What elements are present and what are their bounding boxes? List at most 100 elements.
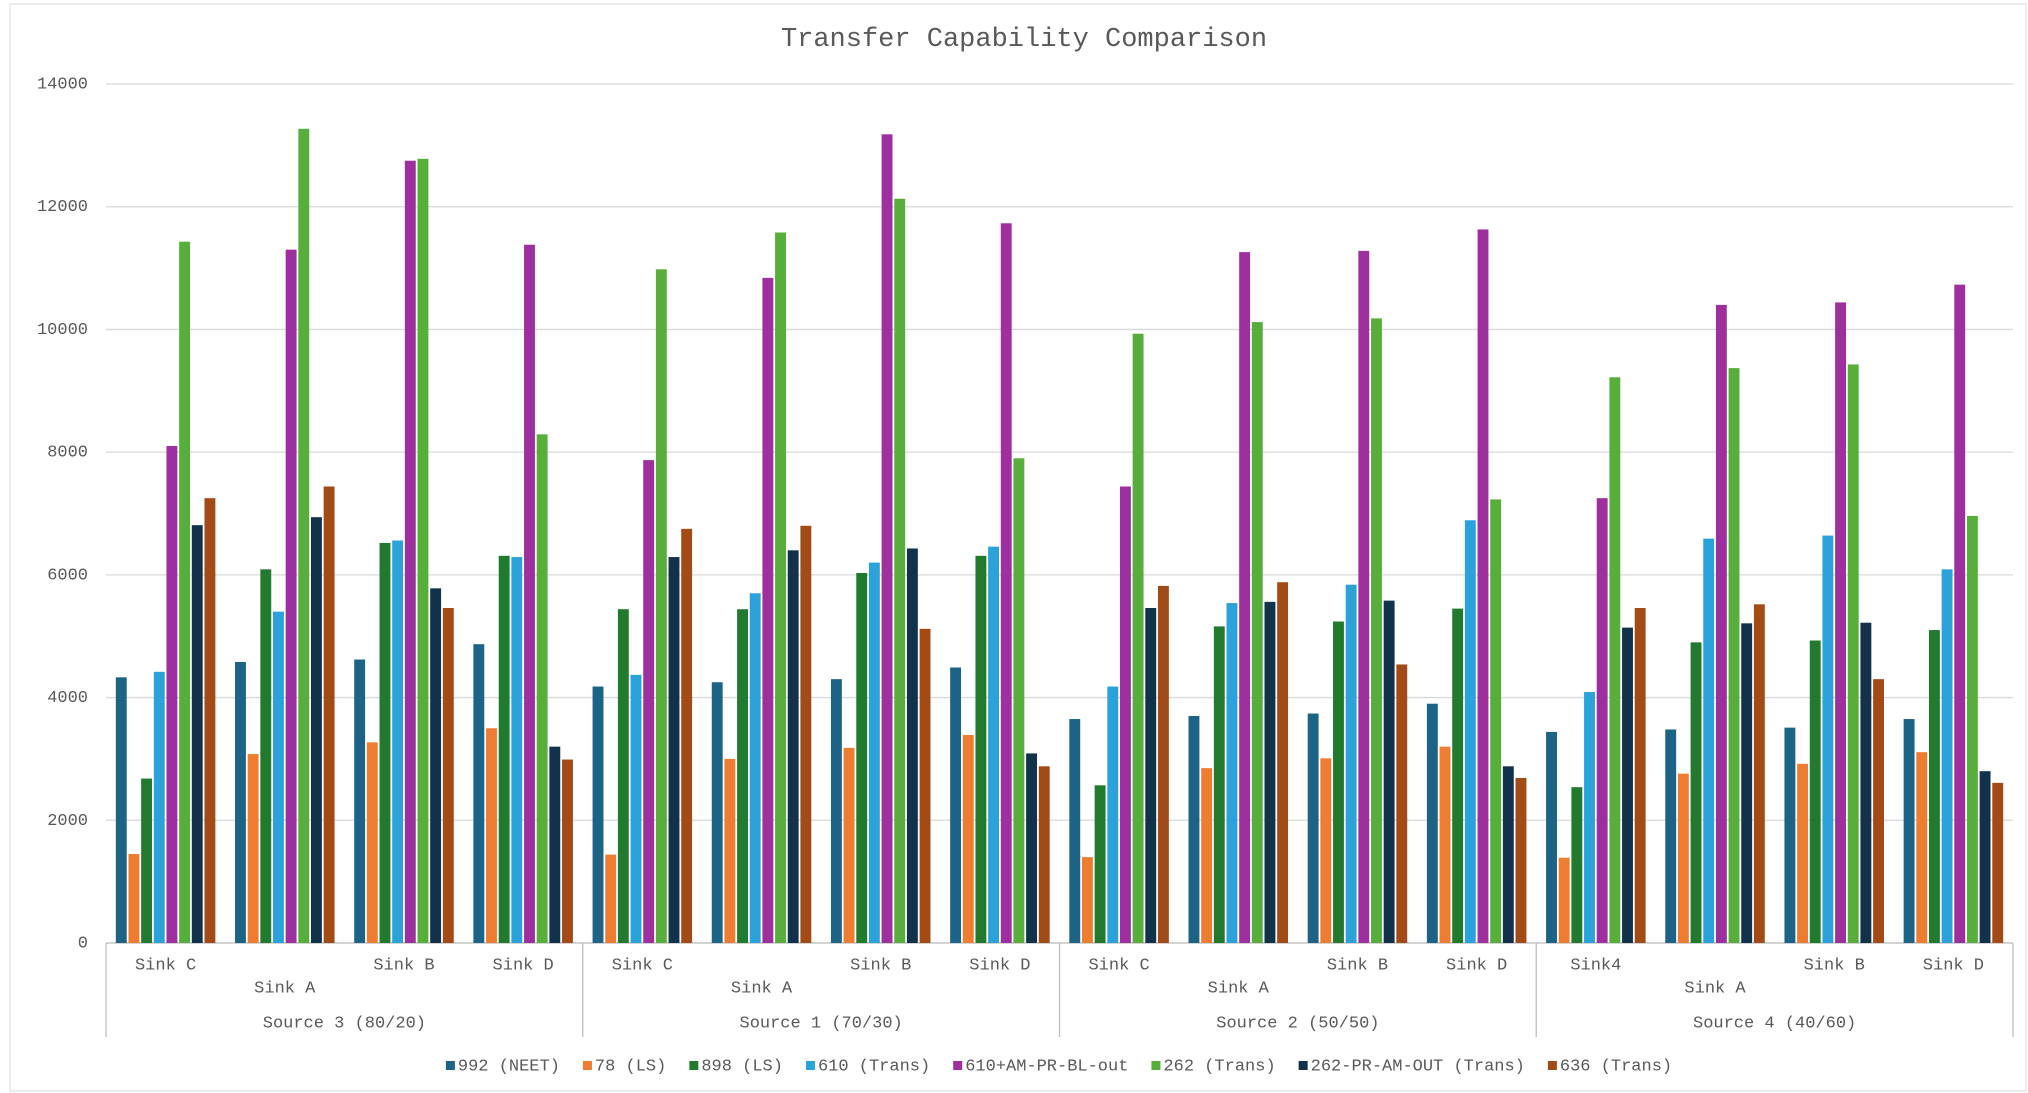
- x-tick-label: Sink D: [1446, 956, 1507, 975]
- x-tick-label: Sink D: [493, 956, 554, 975]
- bar: [906, 548, 918, 943]
- bar: [1277, 582, 1289, 943]
- x-tick-label: Sink C: [612, 956, 673, 975]
- bar: [1916, 752, 1928, 943]
- bar: [1358, 250, 1370, 944]
- bar: [1452, 608, 1464, 943]
- legend-swatch: [1547, 1061, 1557, 1070]
- bar: [179, 241, 191, 943]
- bar: [881, 134, 893, 943]
- bar: [366, 742, 378, 943]
- x-tick-label: Sink B: [1327, 956, 1388, 975]
- bar: [1145, 607, 1157, 943]
- x-tick-label: Sink A: [1208, 979, 1270, 998]
- bar: [617, 609, 629, 943]
- bar: [1609, 377, 1621, 944]
- bar: [273, 611, 284, 943]
- legend-label: 992 (NEET): [458, 1057, 560, 1076]
- group-label: Source 3 (80/20): [263, 1014, 426, 1033]
- bar: [128, 854, 140, 943]
- bar: [711, 682, 723, 943]
- y-tick-label: 2000: [47, 812, 88, 831]
- bar: [1239, 252, 1251, 943]
- chart-title: Transfer Capability Comparison: [781, 25, 1267, 55]
- bar: [592, 686, 604, 943]
- bar: [247, 754, 259, 943]
- bar: [1596, 498, 1608, 943]
- bar: [430, 588, 442, 943]
- x-tick-label: Sink A: [731, 979, 793, 998]
- bar: [1477, 229, 1489, 943]
- legend-label: 262 (Trans): [1163, 1057, 1275, 1076]
- bar: [1584, 692, 1595, 943]
- bar: [298, 128, 310, 943]
- bar: [498, 555, 510, 943]
- bar: [1157, 585, 1169, 943]
- bar: [1558, 857, 1570, 943]
- x-tick-label: Sink B: [373, 956, 434, 975]
- bar: [1345, 584, 1357, 943]
- bar: [787, 550, 799, 943]
- bar: [417, 158, 429, 943]
- bar: [643, 460, 655, 943]
- bar: [562, 759, 573, 943]
- y-tick-label: 0: [78, 934, 88, 953]
- legend-label: 610+AM-PR-BL-out: [965, 1057, 1128, 1076]
- bar: [204, 498, 216, 943]
- legend-swatch: [805, 1061, 815, 1070]
- bar: [1622, 627, 1633, 943]
- bar: [655, 269, 667, 943]
- bar: [1809, 640, 1821, 943]
- x-tick-label: Sink D: [969, 956, 1030, 975]
- bar: [1728, 368, 1740, 943]
- x-tick-label: Sink B: [850, 956, 911, 975]
- legend-label: 262-PR-AM-OUT (Trans): [1311, 1057, 1525, 1076]
- bar: [1251, 322, 1263, 944]
- bar: [894, 198, 906, 943]
- bar: [1753, 604, 1765, 943]
- bar: [1213, 626, 1225, 943]
- bar: [1502, 766, 1514, 943]
- bar: [856, 573, 868, 943]
- bar: [1992, 782, 2004, 943]
- bar: [1226, 603, 1238, 943]
- bar: [1677, 773, 1689, 943]
- bar: [1026, 753, 1038, 943]
- legend-swatch: [582, 1061, 592, 1070]
- bar: [1979, 771, 1991, 943]
- bar: [1715, 304, 1727, 943]
- y-tick-label: 4000: [47, 689, 88, 708]
- bar: [1320, 758, 1332, 943]
- bar: [1038, 766, 1050, 943]
- bar: [191, 525, 203, 943]
- legend-swatch: [445, 1061, 455, 1070]
- bar: [442, 607, 454, 943]
- bar: [962, 734, 974, 943]
- bar: [1119, 486, 1131, 943]
- bar: [1264, 601, 1276, 943]
- bar: [1546, 731, 1557, 943]
- legend-label: 610 (Trans): [818, 1057, 930, 1076]
- group-label: Source 4 (40/60): [1693, 1014, 1856, 1033]
- legend-label: 636 (Trans): [1560, 1057, 1672, 1076]
- legend-swatch: [1298, 1061, 1308, 1070]
- bar: [1383, 600, 1395, 943]
- bar: [1188, 715, 1200, 943]
- group-label: Source 1 (70/30): [740, 1014, 903, 1033]
- bar: [1081, 857, 1093, 943]
- bar: [1941, 569, 1953, 943]
- bar: [681, 528, 693, 943]
- x-tick-label: Sink A: [254, 979, 316, 998]
- bar: [260, 569, 272, 943]
- bar: [1013, 458, 1025, 943]
- bar: [1069, 719, 1081, 943]
- bar: [1201, 768, 1213, 943]
- bar: [1966, 515, 1978, 943]
- bar: [1094, 785, 1106, 943]
- bar: [1784, 727, 1796, 943]
- bar: [354, 659, 366, 943]
- y-tick-label: 12000: [37, 198, 88, 217]
- bar: [1873, 679, 1884, 943]
- bar: [1860, 622, 1872, 943]
- y-tick-label: 14000: [37, 75, 88, 94]
